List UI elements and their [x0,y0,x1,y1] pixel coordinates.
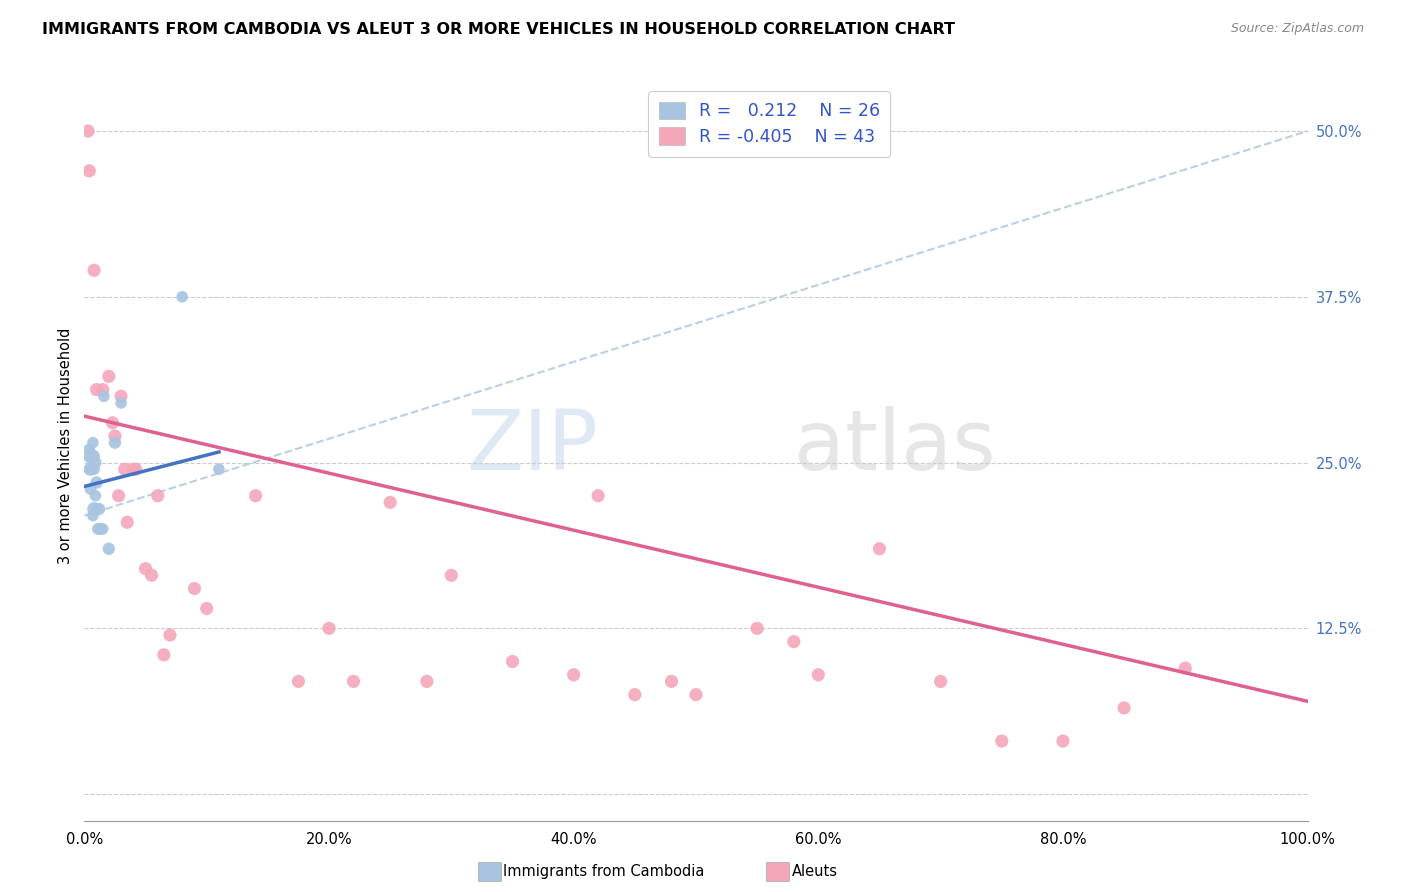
Point [97,541,120,556]
Point [83,462,105,476]
Point [661,674,683,689]
Point [80,449,103,463]
Point [159,628,181,642]
Point [87,502,110,516]
Point [77,462,100,476]
Point [125,462,148,476]
Point [195,601,218,615]
Text: ZIP: ZIP [467,406,598,486]
Point [685,688,707,702]
Text: atlas: atlas [794,406,995,486]
Point [107,489,129,503]
Point [245,489,267,503]
Point [122,462,145,476]
Point [101,416,124,430]
Point [624,688,647,702]
Point [342,674,364,689]
Point [318,621,340,635]
Point [82,508,104,523]
Point [380,495,402,509]
Y-axis label: 3 or more Vehicles in Household: 3 or more Vehicles in Household [58,328,73,564]
Point [77,164,100,178]
Point [208,462,231,476]
Point [502,655,524,669]
Point [77,442,100,457]
Point [84,489,107,503]
Point [929,674,952,689]
Point [869,541,891,556]
Point [807,667,830,681]
Point [110,396,132,410]
Point [783,634,806,648]
Point [172,290,194,304]
Point [91,522,114,536]
Point [86,383,108,397]
Point [104,429,127,443]
Point [586,489,609,503]
Point [84,456,107,470]
Point [416,674,439,689]
Point [77,124,100,138]
Point [153,648,176,662]
Point [86,502,108,516]
Text: Source: ZipAtlas.com: Source: ZipAtlas.com [1230,22,1364,36]
Point [87,522,110,536]
Point [82,435,104,450]
Point [110,389,132,403]
Point [79,449,101,463]
Legend: R =   0.212    N = 26, R = -0.405    N = 43: R = 0.212 N = 26, R = -0.405 N = 43 [648,91,890,157]
Point [115,515,138,529]
Text: Aleuts: Aleuts [792,864,838,879]
Point [114,462,136,476]
Point [104,435,127,450]
Point [86,475,108,490]
Point [183,582,205,596]
Point [991,734,1014,748]
Point [79,482,101,496]
Point [80,462,103,476]
Text: Immigrants from Cambodia: Immigrants from Cambodia [503,864,704,879]
Point [1174,661,1197,675]
Text: IMMIGRANTS FROM CAMBODIA VS ALEUT 3 OR MORE VEHICLES IN HOUSEHOLD CORRELATION CH: IMMIGRANTS FROM CAMBODIA VS ALEUT 3 OR M… [42,22,955,37]
Point [562,667,585,681]
Point [1052,734,1074,748]
Point [83,449,105,463]
Point [93,389,115,403]
Point [141,568,163,582]
Point [91,383,114,397]
Point [83,502,105,516]
Point [89,522,111,536]
Point [146,489,169,503]
Point [79,462,101,476]
Point [97,369,120,384]
Point [83,263,105,277]
Point [440,568,463,582]
Point [747,621,769,635]
Point [135,562,157,576]
Point [287,674,309,689]
Point [1114,701,1136,715]
